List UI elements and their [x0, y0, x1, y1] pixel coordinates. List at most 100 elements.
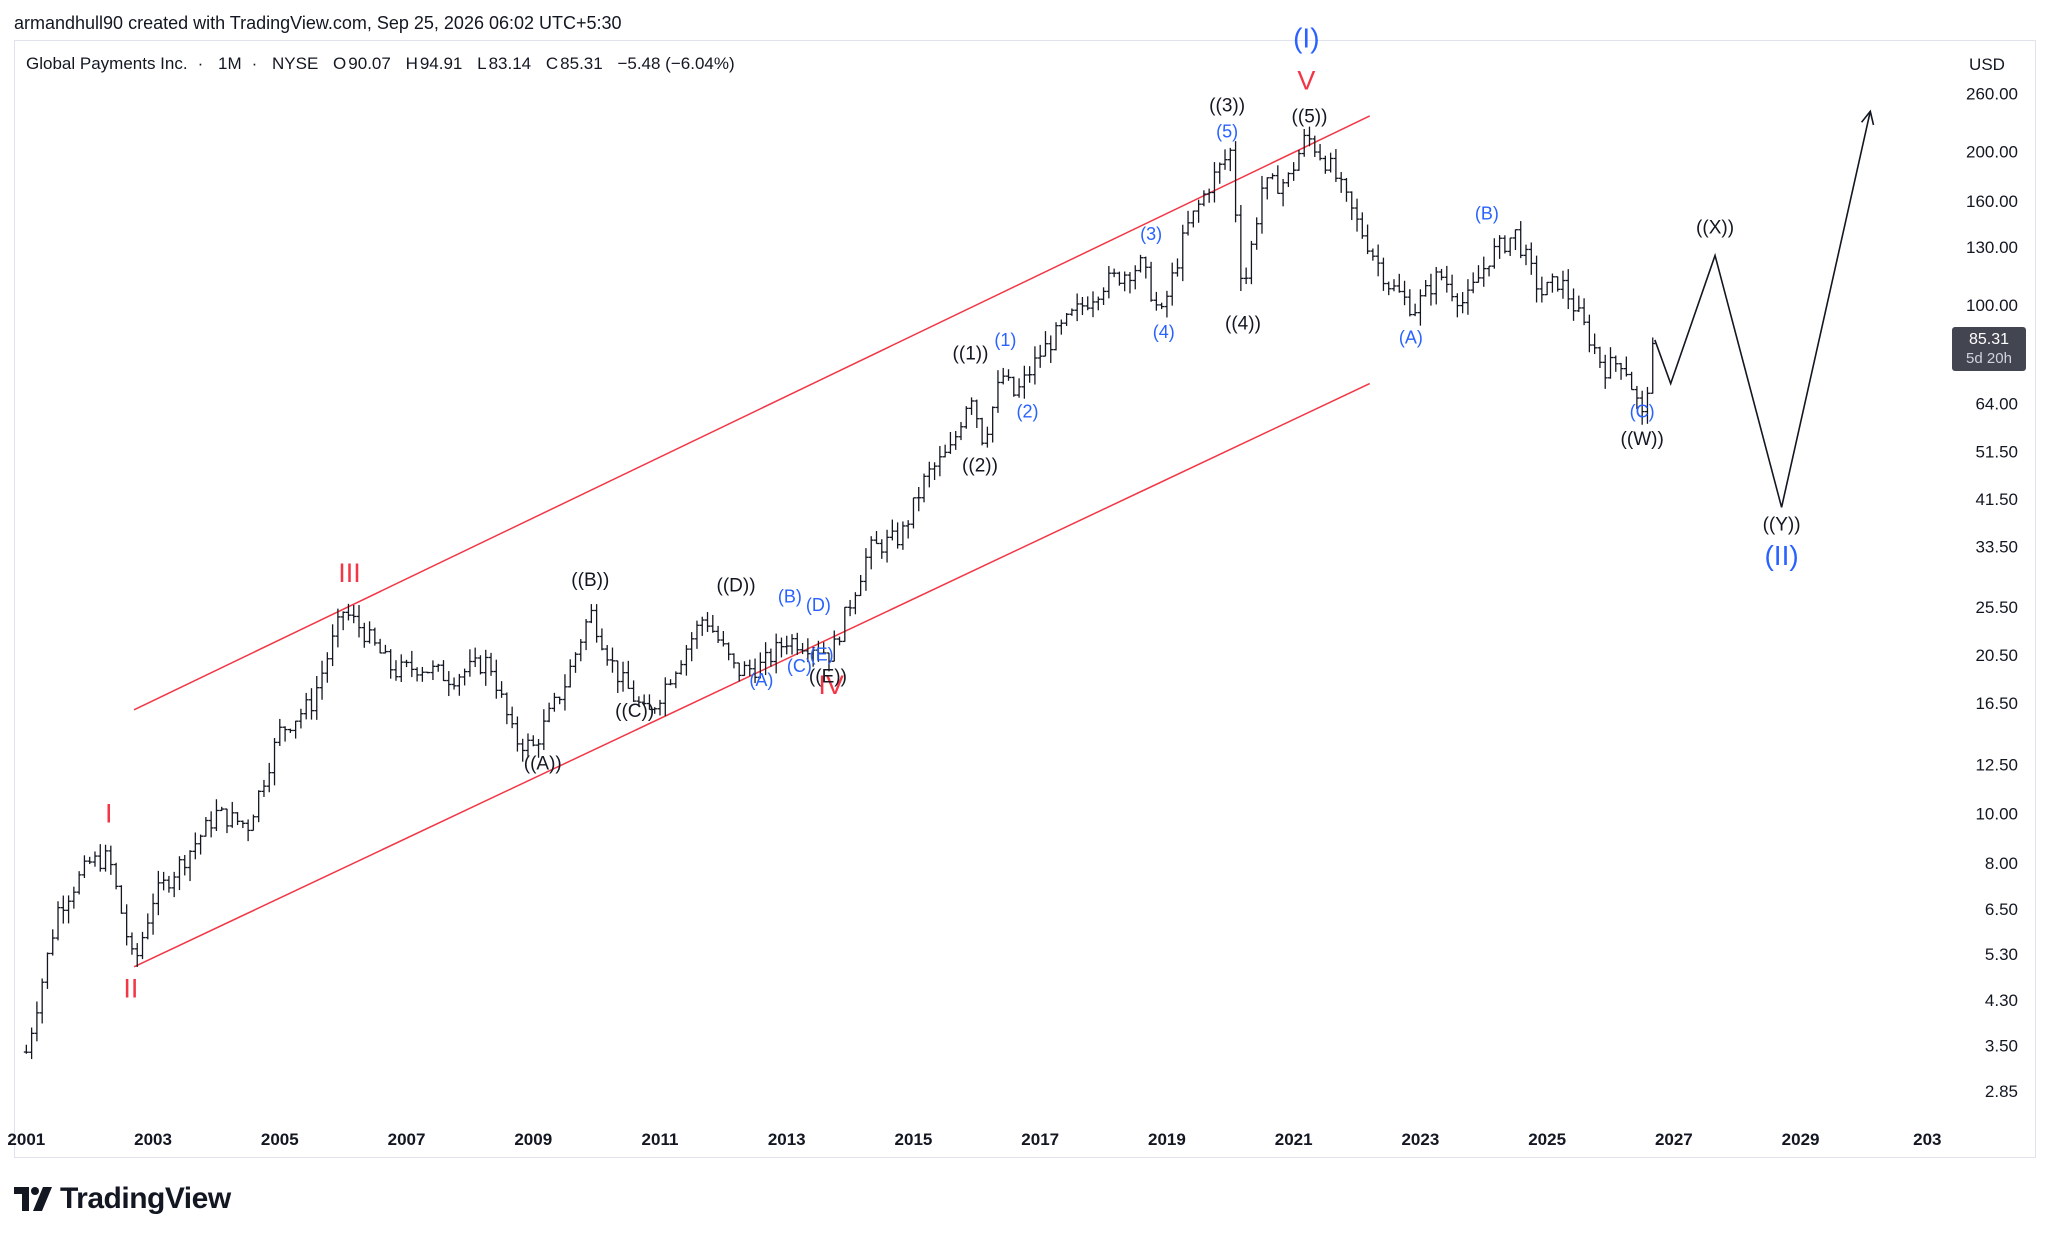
ohlc-bar: [319, 660, 325, 700]
x-tick-label: 2015: [895, 1130, 933, 1149]
ohlc-change: −5.48 (−6.04%): [617, 54, 735, 73]
ohlc-bar: [240, 820, 246, 829]
ohlc-bar: [1428, 273, 1434, 306]
ohlc-bar: [673, 671, 679, 689]
ohlc-bar: [340, 611, 346, 631]
ohlc-bar: [583, 619, 589, 651]
ohlc-bar: [947, 432, 953, 454]
ohlc-bar: [916, 487, 922, 512]
ohlc-bar: [926, 461, 932, 488]
ohlc-bar: [562, 674, 568, 711]
ohlc-bar: [108, 845, 114, 875]
ohlc-bar: [1196, 199, 1202, 223]
wave-label: (3): [1140, 224, 1162, 244]
ohlc-bar: [1217, 162, 1223, 184]
currency-button[interactable]: USD: [1956, 51, 2018, 79]
ohlc-bar: [393, 660, 399, 681]
ohlc-bar: [1328, 152, 1334, 173]
time-axis[interactable]: 2001 2003 2005 2007 2009 2011 2013 2015 2017 2019…: [7, 1130, 1941, 1149]
ohlc-bar: [1449, 274, 1455, 302]
ohlc-bar: [778, 637, 784, 658]
ohlc-close: 85.31: [560, 54, 603, 73]
y-tick-label: 130.00: [1966, 238, 2018, 257]
ohlc-bar: [652, 707, 658, 714]
ohlc-bar: [953, 430, 959, 450]
ohlc-bar: [1586, 314, 1592, 353]
y-tick-label: 41.50: [1975, 490, 2018, 509]
ohlc-bar: [1454, 293, 1460, 318]
ohlc-bar: [1375, 244, 1381, 277]
ohlc-bar: [1549, 273, 1555, 293]
ohlc-bar: [1185, 210, 1191, 236]
wave-label: ((Y)): [1763, 515, 1801, 536]
ohlc-bar: [1618, 362, 1624, 380]
wave-label: ((5)): [1292, 107, 1328, 128]
wave-label: (B): [1475, 204, 1499, 224]
tradingview-logo-icon: [14, 1187, 52, 1211]
ohlc-bar: [831, 630, 837, 662]
ohlc-bar: [757, 652, 763, 679]
y-tick-label: 12.50: [1975, 755, 2018, 774]
x-tick-label: 2007: [388, 1130, 426, 1149]
ohlc-bar: [208, 811, 214, 838]
ohlc-bar: [1650, 337, 1656, 394]
ohlc-bar: [1528, 242, 1534, 275]
symbol-exchange: NYSE: [272, 54, 319, 73]
ohlc-bar: [1027, 366, 1033, 383]
wave-label: ((W)): [1621, 429, 1664, 450]
ohlc-bar: [863, 548, 869, 591]
ohlc-bar: [1491, 238, 1497, 269]
ohlc-bar: [213, 799, 219, 831]
ohlc-bar: [1539, 276, 1545, 303]
ohlc-bar: [1069, 308, 1075, 316]
chart-frame: [14, 40, 2036, 1158]
wave-label: (2): [1017, 402, 1039, 422]
ohlc-bar: [1380, 257, 1386, 291]
ohlc-bar: [620, 661, 626, 692]
ohlc-bar: [821, 642, 827, 655]
ohlc-bar: [646, 694, 652, 711]
ohlc-bar: [969, 397, 975, 415]
ohlc-bar: [303, 692, 309, 720]
ohlc-bar: [541, 709, 547, 751]
ohlc-bar: [1629, 371, 1635, 391]
ohlc-bar: [615, 660, 621, 693]
wave-label: ((3)): [1209, 95, 1245, 116]
price-axis[interactable]: 260.00 200.00 160.00 130.00 100.00 64.00 51.50…: [1966, 85, 2018, 1101]
wave-label: (I): [1293, 23, 1319, 54]
ohlc-low-key: L: [477, 54, 487, 73]
ohlc-bar: [710, 614, 716, 633]
tradingview-brand[interactable]: TradingView: [14, 1182, 231, 1216]
ohlc-bar: [1312, 135, 1318, 158]
ohlc-bar: [974, 399, 980, 428]
ohlc-bar: [456, 673, 462, 696]
symbol-interval[interactable]: 1M: [217, 54, 242, 73]
y-tick-label: 20.50: [1975, 646, 2018, 665]
ohlc-bar: [874, 531, 880, 545]
ohlc-bar: [451, 677, 457, 690]
wave-label: (5): [1216, 122, 1238, 142]
ohlc-bar: [287, 728, 293, 733]
y-tick-label: 4.30: [1985, 991, 2018, 1010]
ohlc-bar: [1523, 244, 1529, 266]
wave-label: II: [123, 974, 138, 1004]
ohlc-bar: [23, 1044, 29, 1054]
ohlc-bar: [261, 779, 267, 797]
ohlc-bar: [1544, 281, 1550, 296]
ohlc-bar: [984, 426, 990, 448]
ohlc-bar: [1148, 261, 1154, 302]
ohlc-bar: [224, 808, 230, 834]
projection-path: [1654, 109, 1875, 508]
ohlc-bar: [1322, 155, 1328, 174]
ohlc-bar: [1095, 296, 1101, 311]
ohlc-bar: [536, 739, 542, 758]
ohlc-bar: [1571, 288, 1577, 321]
wave-label: ((2)): [962, 456, 998, 477]
symbol-name[interactable]: Global Payments Inc.: [26, 54, 188, 73]
ohlc-bar: [483, 649, 489, 686]
wave-label: (A): [749, 670, 773, 690]
ohlc-bar: [161, 871, 167, 891]
ohlc-bar: [504, 692, 510, 725]
ohlc-bar: [551, 692, 557, 712]
